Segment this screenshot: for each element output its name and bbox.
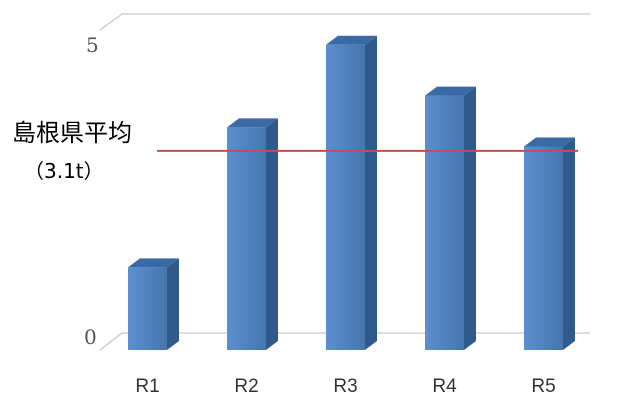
bar-top-R1 bbox=[128, 258, 179, 268]
bar-R2 bbox=[227, 118, 278, 351]
bar-top-R5 bbox=[524, 137, 575, 147]
y-tick-label-5: 5 bbox=[86, 33, 99, 57]
floor-diagonal bbox=[99, 332, 123, 351]
bar-series bbox=[128, 35, 575, 351]
bar-R5 bbox=[524, 137, 575, 350]
bar-R3 bbox=[326, 35, 377, 350]
bar-R4 bbox=[425, 86, 476, 350]
bar-front-R3 bbox=[326, 44, 365, 350]
bar-side-R5 bbox=[563, 137, 575, 350]
bar-front-R2 bbox=[227, 127, 266, 351]
category-label-R1: R1 bbox=[135, 376, 159, 397]
average-label: 島根県平均 bbox=[12, 119, 132, 147]
category-label-R2: R2 bbox=[234, 376, 258, 397]
bar-front-R1 bbox=[128, 267, 167, 350]
bar-side-R4 bbox=[464, 86, 476, 350]
bar-top-R2 bbox=[227, 118, 278, 128]
bar-R1 bbox=[128, 258, 179, 350]
bar-front-R5 bbox=[524, 146, 563, 350]
category-label-R5: R5 bbox=[531, 376, 555, 397]
category-label-R4: R4 bbox=[432, 376, 457, 397]
average-value-label: （3.1t） bbox=[24, 159, 104, 183]
bar-front-R4 bbox=[425, 95, 464, 350]
y-tick-label-0: 0 bbox=[84, 325, 97, 349]
bar-side-R2 bbox=[266, 118, 278, 351]
bar-side-R1 bbox=[167, 258, 179, 350]
category-label-R3: R3 bbox=[333, 376, 357, 397]
bar-top-R4 bbox=[425, 86, 476, 96]
bar-side-R3 bbox=[365, 35, 377, 350]
category-axis-labels: R1 R2 R3 R4 R5 bbox=[135, 376, 555, 397]
top-wall-line bbox=[99, 13, 123, 31]
bar-top-R3 bbox=[326, 35, 377, 45]
